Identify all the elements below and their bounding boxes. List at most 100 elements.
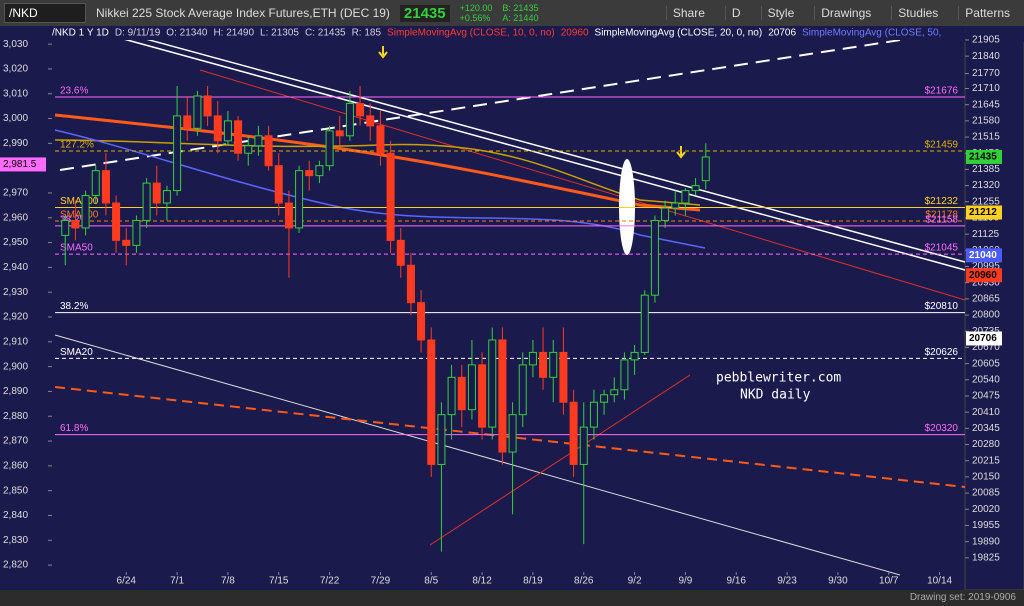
level-value-label: $21045: [925, 243, 959, 254]
legend-item: SimpleMovingAvg (CLOSE, 20, 0, no): [595, 28, 763, 39]
candle-body: [518, 364, 527, 416]
candle-body: [284, 202, 293, 229]
legend-bg: [50, 26, 965, 40]
candle-body: [274, 165, 283, 204]
y-tick-label: 21125: [972, 229, 1000, 240]
candle-body: [162, 190, 171, 204]
candle-body: [244, 145, 253, 154]
y2-tick-label: 3,030: [3, 39, 28, 50]
highlight-ellipse: [619, 159, 635, 255]
y-tick-label: 20540: [972, 374, 1000, 385]
toolbar-button[interactable]: Studies: [891, 6, 944, 20]
trendline: [429, 374, 691, 546]
candle-body: [132, 219, 141, 246]
legend-item: /NKD 1 Y 1D: [52, 28, 109, 39]
y-tick-label: 20865: [972, 294, 1000, 305]
candle-body: [335, 130, 344, 137]
bid-ask: B: 21435 A: 21440: [502, 3, 538, 23]
level-name: 38.2%: [60, 301, 88, 312]
level-value-label: $21459: [925, 140, 959, 151]
x-tick-label: 7/1: [170, 576, 184, 587]
candle-body: [681, 190, 690, 204]
change-pct: +0.56%: [459, 13, 491, 23]
x-tick-label: 10/7: [879, 576, 899, 587]
level-name: 127.2%: [60, 140, 94, 151]
legend-item: O: 21340: [166, 28, 208, 39]
candle-body: [193, 95, 202, 129]
candle-body: [549, 351, 558, 378]
toolbar-button[interactable]: Drawings: [814, 6, 877, 20]
x-tick-label: 7/15: [269, 576, 289, 587]
candle-body: [345, 102, 354, 137]
watermark: pebblewriter.com: [716, 371, 841, 386]
toolbar-button[interactable]: Style: [760, 6, 801, 20]
candle-body: [691, 185, 700, 192]
change: +120.00: [459, 3, 493, 13]
x-tick-label: 9/9: [678, 576, 692, 587]
y2-price-tag-label: 2,981.5: [3, 159, 37, 170]
candle-body: [701, 156, 710, 182]
legend-item: D: 9/11/19: [115, 28, 161, 39]
trendline: [199, 69, 966, 301]
y-tick-label: 21645: [972, 99, 1000, 110]
candle-body: [528, 351, 537, 366]
legend-item: SimpleMovingAvg (CLOSE, 10, 0, no): [387, 28, 555, 39]
y2-tick-label: 2,910: [3, 336, 28, 347]
y-tick-label: 21320: [972, 180, 1000, 191]
x-tick-label: 6/24: [117, 576, 137, 587]
y-tick-label: 20605: [972, 358, 1000, 369]
candle-body: [356, 102, 365, 117]
y2-tick-label: 2,920: [3, 312, 28, 323]
toolbar-button[interactable]: Patterns: [958, 6, 1016, 20]
legend: /NKD 1 Y 1D D: 9/11/19 O: 21340 H: 21490 L: …: [50, 26, 965, 40]
x-tick-label: 7/29: [371, 576, 391, 587]
toolbar-button[interactable]: Share: [665, 6, 711, 20]
candle-body: [264, 135, 273, 167]
candle-body: [366, 115, 375, 127]
symbol-box[interactable]: /NKD: [4, 3, 86, 23]
candle-body: [173, 115, 182, 192]
sma200-curve: [54, 113, 701, 212]
y2-tick-label: 2,830: [3, 535, 28, 546]
y2-tick-label: 2,840: [3, 510, 28, 521]
y-tick-label: 21840: [972, 51, 1000, 62]
level-name: SMA100: [60, 196, 99, 207]
level-name: SMA20: [60, 347, 93, 358]
candle-body: [223, 120, 232, 142]
toolbar-button[interactable]: D: [724, 6, 747, 20]
x-tick-label: 7/8: [221, 576, 235, 587]
y-tick-label: 21710: [972, 83, 1000, 94]
candle-body: [620, 359, 629, 391]
y2-tick-label: 2,940: [3, 262, 28, 273]
bid: B: 21435: [502, 3, 539, 13]
y2-tick-label: 2,820: [3, 560, 28, 571]
legend-item: 20706: [768, 28, 796, 39]
candle-body: [508, 414, 517, 453]
candle-body: [478, 364, 487, 428]
legend-item: L: 21305: [260, 28, 299, 39]
candle-body: [467, 364, 476, 411]
price-tag-label: 21212: [969, 207, 997, 218]
y2-tick-label: 2,900: [3, 361, 28, 372]
candle-body: [630, 351, 639, 361]
price-tag-label: 20960: [969, 270, 997, 281]
level-value-label: $21158: [925, 215, 958, 226]
y2-tick-label: 2,950: [3, 237, 28, 248]
y2-tick-label: 3,000: [3, 113, 28, 124]
y-tick-label: 20215: [972, 455, 1000, 466]
candle-body: [447, 376, 456, 416]
candle-body: [671, 202, 680, 209]
level-name: 61.8%: [60, 423, 88, 434]
right-axis-bg: [964, 26, 1024, 590]
candle-body: [325, 130, 334, 167]
x-tick-label: 8/12: [472, 576, 492, 587]
x-tick-label: 7/22: [320, 576, 340, 587]
candle-body: [112, 202, 121, 241]
level-name: SMA50: [60, 243, 93, 254]
legend-item: 20960: [561, 28, 589, 39]
chart: /NKD 1 Y 1D D: 9/11/19 O: 21340 H: 21490 L: …: [0, 26, 1024, 590]
y2-price-tag: [0, 157, 46, 172]
x-tick-label: 8/26: [574, 576, 594, 587]
y-tick-label: 20345: [972, 423, 1000, 434]
